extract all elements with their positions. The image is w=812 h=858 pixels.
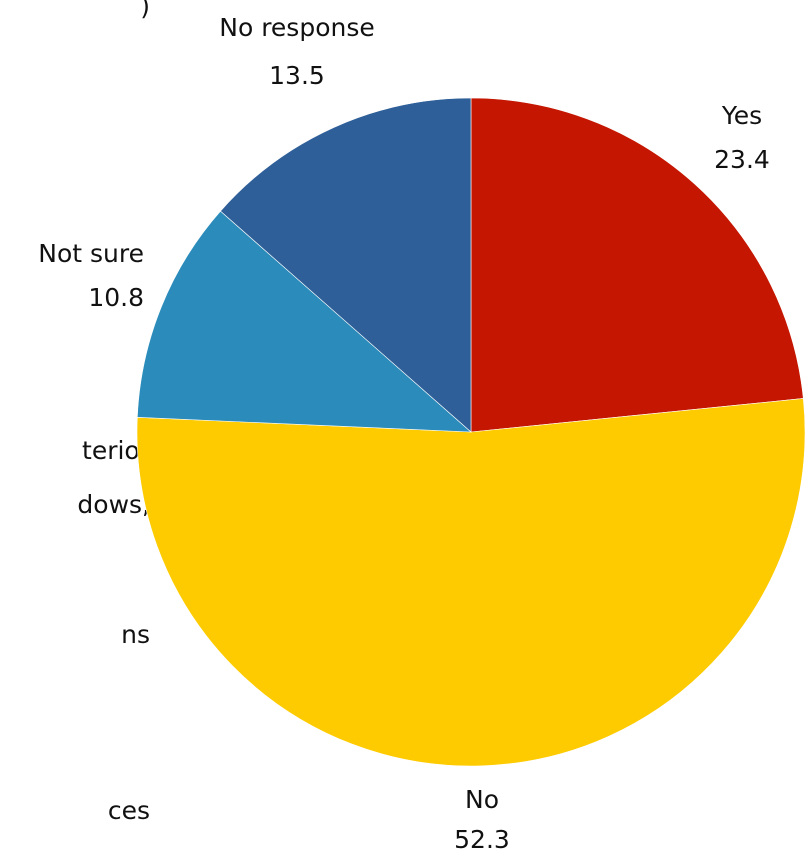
text-fragment: ns (121, 620, 150, 649)
pie-slices (136, 97, 806, 767)
text-fragment: ) (140, 0, 150, 21)
pie-slice-not-sure (137, 210, 472, 433)
slice-value-label: 13.5 (269, 61, 325, 90)
slice-category-label: No (465, 785, 499, 814)
slice-value-label: 52.3 (454, 825, 510, 854)
slice-value-label: 23.4 (714, 145, 770, 174)
pie-labels: Yes 23.4 No 52.3 Not sure 10.8 No response 13.5 (38, 13, 770, 854)
slice-value-label: 10.8 (88, 283, 144, 312)
slice-category-label: No response (219, 13, 375, 42)
text-fragment: dows, (77, 490, 150, 519)
pie-slice-no (136, 398, 806, 767)
slice-category-label: Yes (721, 101, 762, 130)
text-fragment: ces (107, 796, 150, 825)
pie-slice-yes (470, 97, 804, 433)
slice-category-label: Not sure (38, 239, 144, 268)
pie-slice-no-response (220, 97, 472, 433)
